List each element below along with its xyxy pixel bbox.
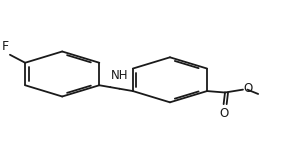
Text: F: F: [1, 40, 9, 53]
Text: O: O: [220, 107, 229, 120]
Text: NH: NH: [111, 69, 128, 82]
Text: O: O: [243, 82, 253, 95]
